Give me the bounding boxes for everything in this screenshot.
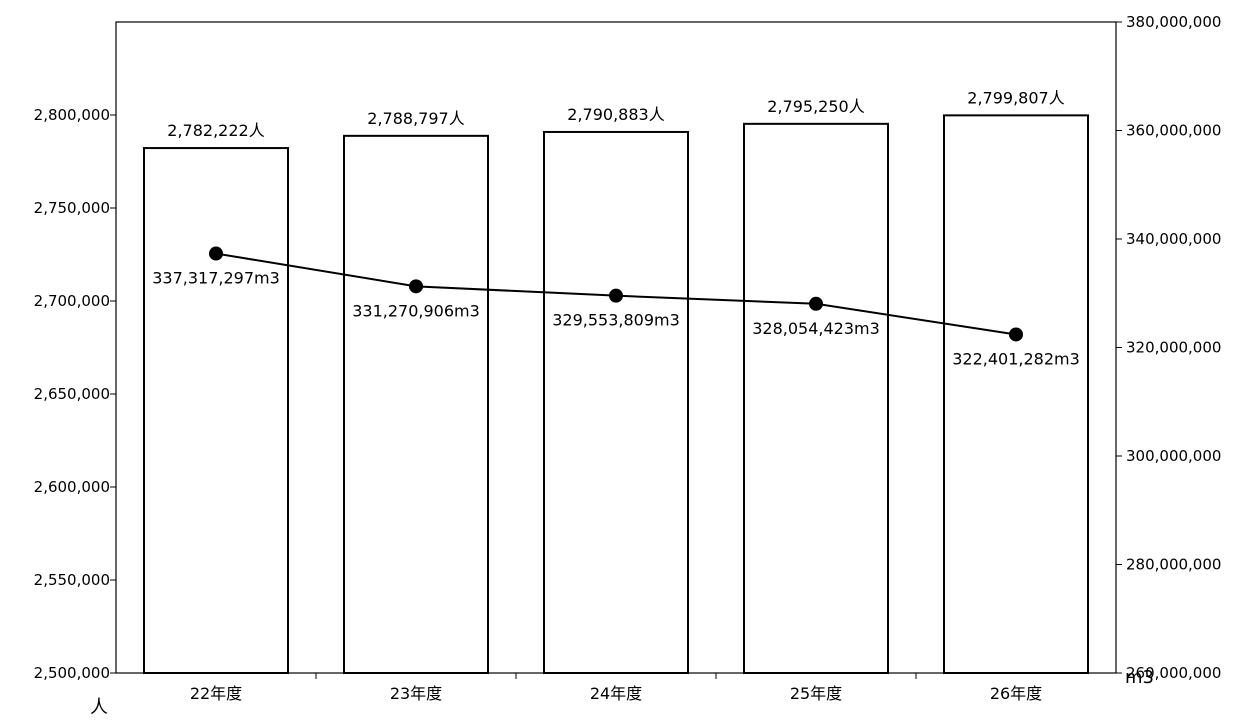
left-axis-tick-label: 2,500,000 bbox=[34, 664, 110, 682]
category-axis: 22年度 23年度 24年度 25年度 26年度 bbox=[190, 673, 1042, 703]
line-point bbox=[609, 288, 623, 303]
line-data-label: 337,317,297m3 bbox=[152, 269, 280, 288]
line-data-label: 328,054,423m3 bbox=[752, 319, 880, 338]
plot-frame bbox=[115, 21, 1117, 674]
right-axis-tick-label: 300,000,000 bbox=[1126, 447, 1221, 465]
left-axis-tick-label: 2,750,000 bbox=[34, 199, 110, 217]
line-series: 337,317,297m3 331,270,906m3 329,553,809m3 3… bbox=[152, 246, 1080, 368]
line-data-label: 329,553,809m3 bbox=[552, 311, 680, 330]
category-label: 23年度 bbox=[390, 684, 442, 703]
plot-area-border bbox=[115, 21, 1117, 674]
right-axis-tick-label: 360,000,000 bbox=[1126, 122, 1221, 140]
left-axis-tick-label: 2,700,000 bbox=[34, 292, 110, 310]
bar bbox=[743, 122, 889, 674]
bar-data-label: 2,799,807人 bbox=[967, 88, 1064, 107]
bar-data-label: 2,795,250人 bbox=[767, 97, 864, 116]
right-axis-tick-label: 340,000,000 bbox=[1126, 230, 1221, 248]
category-label: 22年度 bbox=[190, 684, 242, 703]
line-data-label: 322,401,282m3 bbox=[952, 349, 1080, 368]
line-point bbox=[809, 296, 823, 311]
right-axis-tick-label: 260,000,000 bbox=[1126, 664, 1221, 682]
left-axis-tick-label: 2,800,000 bbox=[34, 106, 110, 124]
line-data-label: 331,270,906m3 bbox=[352, 301, 480, 320]
bar-data-label: 2,790,883人 bbox=[567, 105, 664, 124]
category-label: 24年度 bbox=[590, 684, 642, 703]
line-point bbox=[209, 246, 223, 261]
right-axis-tick-label: 380,000,000 bbox=[1126, 13, 1221, 31]
category-label: 25年度 bbox=[790, 684, 842, 703]
line-point bbox=[409, 279, 423, 294]
right-axis-unit: m3 bbox=[1125, 667, 1154, 688]
bar-data-label: 2,782,222人 bbox=[167, 121, 264, 140]
left-axis-tick-label: 2,550,000 bbox=[34, 571, 110, 589]
bar bbox=[543, 130, 689, 674]
left-axis-unit: 人 bbox=[90, 697, 108, 718]
bar-series: 2,782,222人 2,788,797人 2,790,883人 2,795,250人… bbox=[143, 88, 1089, 674]
right-axis-tick-label: 320,000,000 bbox=[1126, 339, 1221, 357]
bar bbox=[143, 147, 289, 674]
right-axis: 260,000,000 280,000,000 300,000,000 320,000… bbox=[1116, 13, 1221, 682]
bar bbox=[943, 114, 1089, 674]
right-axis-tick-label: 280,000,000 bbox=[1126, 556, 1221, 574]
category-label: 26年度 bbox=[990, 684, 1042, 703]
bar-data-label: 2,788,797人 bbox=[367, 109, 464, 128]
bar bbox=[343, 134, 489, 674]
left-axis-tick-label: 2,650,000 bbox=[34, 385, 110, 403]
left-axis: 2,500,000 2,550,000 2,600,000 2,650,000 2,70… bbox=[34, 106, 116, 682]
left-axis-tick-label: 2,600,000 bbox=[34, 478, 110, 496]
line-point bbox=[1009, 327, 1023, 342]
